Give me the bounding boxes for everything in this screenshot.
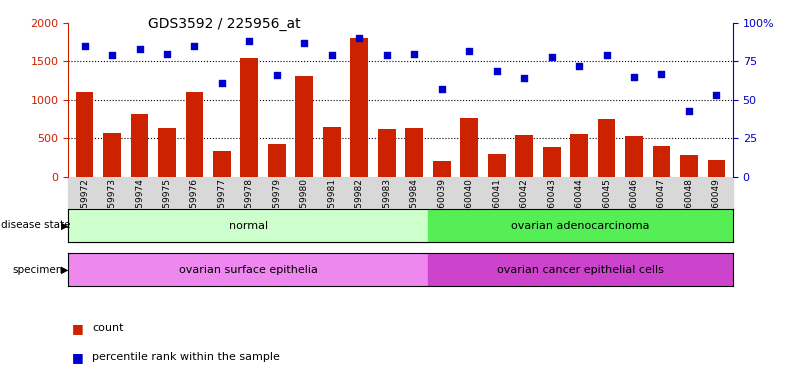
- Point: [463, 48, 476, 54]
- Text: count: count: [92, 323, 123, 333]
- Bar: [429, 253, 733, 286]
- Bar: [68, 209, 429, 242]
- Bar: [323, 127, 340, 177]
- Point: [325, 52, 338, 58]
- Point: [517, 75, 530, 81]
- Bar: [378, 129, 396, 177]
- Bar: [570, 134, 588, 177]
- Bar: [350, 38, 368, 177]
- Text: disease state: disease state: [1, 220, 70, 230]
- Bar: [240, 58, 259, 177]
- Bar: [625, 136, 643, 177]
- Bar: [103, 133, 121, 177]
- Point: [380, 52, 393, 58]
- Point: [215, 80, 228, 86]
- Point: [710, 92, 723, 98]
- Bar: [598, 119, 615, 177]
- Bar: [213, 151, 231, 177]
- Bar: [75, 92, 94, 177]
- Point: [188, 43, 201, 49]
- Bar: [707, 160, 726, 177]
- Bar: [680, 155, 698, 177]
- Point: [682, 108, 695, 114]
- Point: [573, 63, 586, 69]
- Text: ▶: ▶: [61, 265, 68, 275]
- Bar: [158, 128, 176, 177]
- Text: ovarian surface epithelia: ovarian surface epithelia: [179, 265, 317, 275]
- Point: [408, 51, 421, 57]
- Text: ■: ■: [72, 351, 84, 364]
- Text: normal: normal: [228, 220, 268, 231]
- Bar: [433, 161, 451, 177]
- Bar: [461, 118, 478, 177]
- Bar: [542, 147, 561, 177]
- Bar: [405, 128, 423, 177]
- Point: [298, 40, 311, 46]
- Text: ▶: ▶: [61, 220, 68, 230]
- Bar: [131, 114, 148, 177]
- Point: [435, 86, 448, 92]
- Point: [133, 46, 146, 52]
- Text: percentile rank within the sample: percentile rank within the sample: [92, 352, 280, 362]
- Point: [243, 38, 256, 45]
- Point: [353, 35, 366, 41]
- Bar: [653, 146, 670, 177]
- Bar: [68, 253, 429, 286]
- Bar: [429, 209, 733, 242]
- Text: ovarian adenocarcinoma: ovarian adenocarcinoma: [511, 220, 650, 231]
- Text: specimen: specimen: [12, 265, 62, 275]
- Point: [160, 51, 173, 57]
- Bar: [268, 144, 286, 177]
- Point: [271, 72, 284, 78]
- Point: [490, 68, 503, 74]
- Point: [545, 54, 558, 60]
- Point: [78, 43, 91, 49]
- Bar: [515, 135, 533, 177]
- Bar: [186, 92, 203, 177]
- Bar: [296, 76, 313, 177]
- Point: [600, 52, 613, 58]
- Point: [655, 71, 668, 77]
- Text: ovarian cancer epithelial cells: ovarian cancer epithelial cells: [497, 265, 664, 275]
- Point: [628, 74, 641, 80]
- Text: GDS3592 / 225956_at: GDS3592 / 225956_at: [148, 17, 301, 31]
- Point: [106, 52, 119, 58]
- Text: ■: ■: [72, 322, 84, 335]
- Bar: [488, 154, 505, 177]
